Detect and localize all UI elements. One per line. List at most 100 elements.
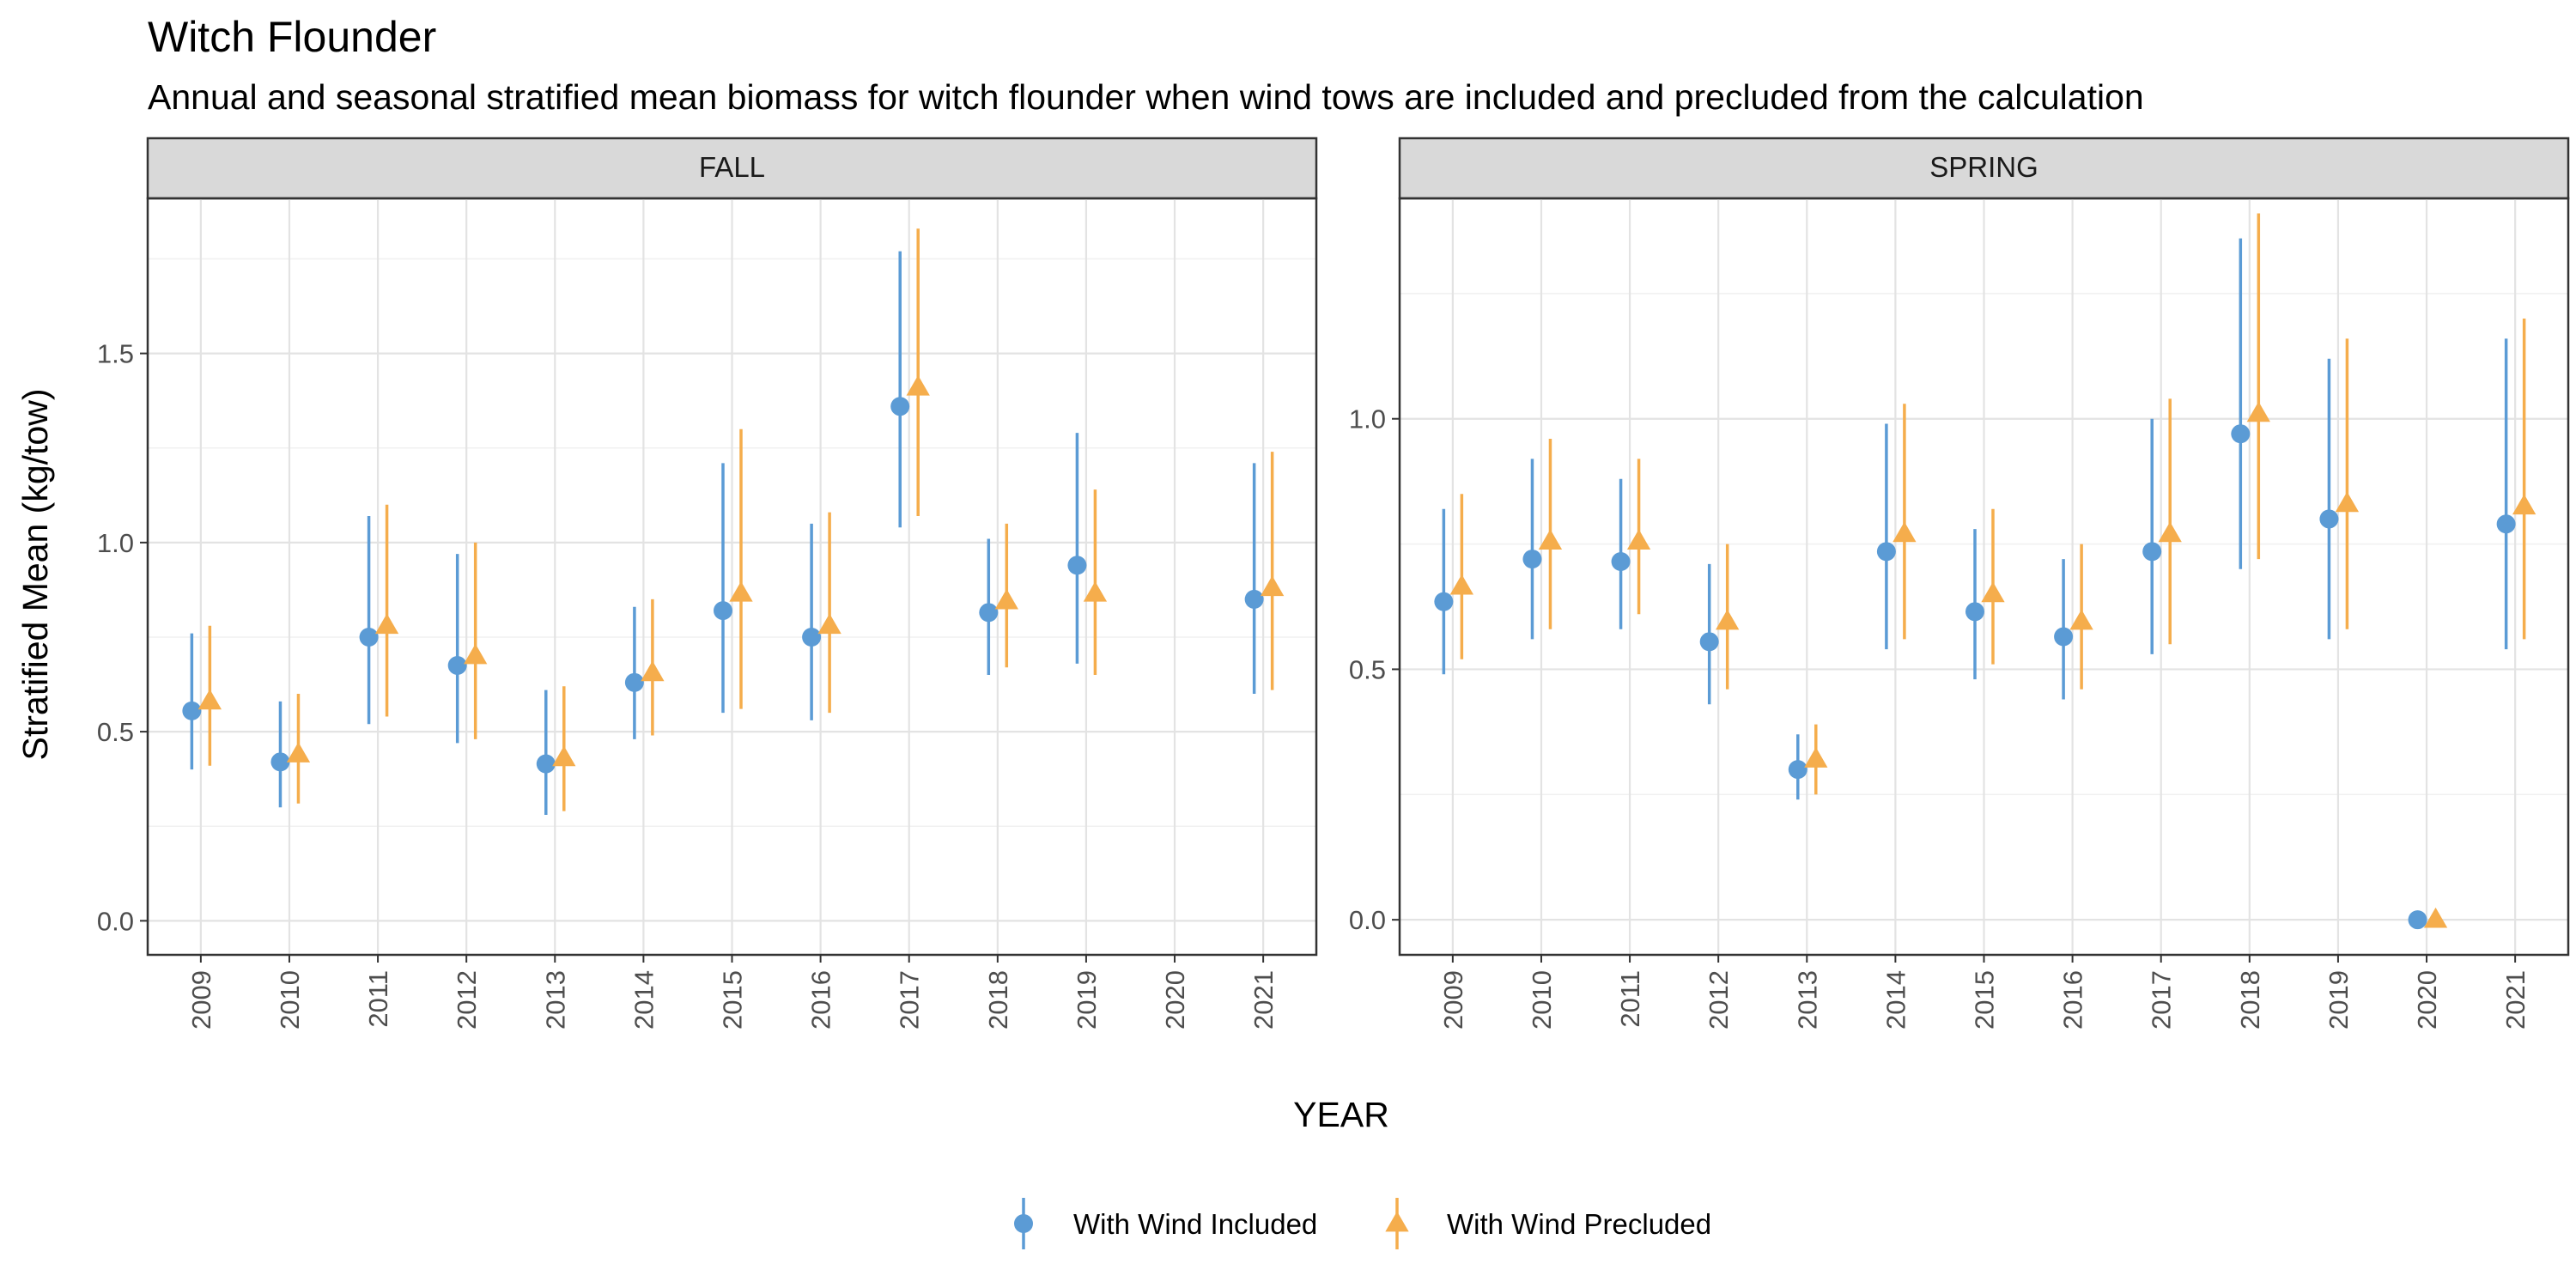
data-point: [1260, 575, 1285, 597]
facet-strip-label: FALL: [699, 151, 765, 183]
x-tick-label: 2017: [2147, 970, 2177, 1030]
data-point: [1893, 521, 1917, 543]
x-tick-label: 2019: [2324, 970, 2354, 1030]
x-tick-label: 2013: [540, 970, 570, 1030]
data-point: [1876, 542, 1896, 562]
facet-strip: [146, 137, 1318, 200]
data-point: [1804, 747, 1828, 768]
x-tick-label: 2009: [186, 970, 216, 1030]
data-point: [2319, 509, 2339, 529]
data-point: [2423, 907, 2448, 928]
data-point: [1449, 574, 1474, 595]
x-tick-label: 2012: [452, 970, 482, 1030]
data-point: [1699, 632, 1719, 652]
data-point: [197, 689, 222, 710]
data-point: [1981, 581, 2005, 603]
y-tick-label: 1.5: [97, 339, 134, 369]
x-tick-label: 2019: [1072, 970, 1102, 1030]
data-point: [2054, 627, 2074, 647]
data-point: [1522, 550, 1542, 569]
y-tick-label: 0.5: [1349, 654, 1386, 684]
data-point: [802, 627, 822, 647]
legend: With Wind Included With Wind Precluded: [1014, 1198, 1711, 1249]
panel-spring: SPRING 0.0 0.5 1.0 2009 2010 2011 2012 2013 2014 2…: [1349, 137, 2570, 1030]
x-tick-label: 2021: [2500, 970, 2530, 1030]
data-point: [1716, 609, 1740, 630]
data-point: [447, 656, 467, 676]
x-tick-label: 2014: [1880, 970, 1911, 1030]
x-tick-label: 2015: [1970, 970, 2000, 1030]
x-tick-label: 2018: [2235, 970, 2265, 1030]
series-with-wind-precluded: [197, 228, 1285, 811]
x-tick-label: 2015: [718, 970, 748, 1030]
data-point: [1626, 529, 1651, 550]
x-tick-label: 2017: [895, 970, 925, 1030]
data-point: [1788, 760, 1807, 780]
legend-item-2: With Wind Precluded: [1385, 1198, 1711, 1249]
data-point: [536, 754, 556, 774]
legend-item-1: With Wind Included: [1014, 1198, 1317, 1249]
x-tick-label: 2021: [1249, 970, 1279, 1030]
data-point: [624, 672, 644, 692]
data-point: [641, 660, 665, 682]
x-tick-label: 2016: [2058, 970, 2088, 1030]
data-point: [464, 643, 488, 665]
legend-label: With Wind Precluded: [1447, 1208, 1711, 1240]
legend-key-marker: [1014, 1214, 1033, 1233]
data-point: [182, 701, 202, 720]
data-point: [1538, 529, 1563, 550]
data-point: [2246, 401, 2270, 422]
y-tick-label: 1.0: [1349, 404, 1386, 434]
chart-title: Witch Flounder: [148, 13, 436, 61]
x-tick-label: 2010: [275, 970, 305, 1030]
y-axis-label: Stratified Mean (kg/tow): [15, 389, 55, 761]
data-point: [1434, 592, 1454, 611]
x-tick-label: 2010: [1527, 970, 1557, 1030]
data-point: [906, 374, 930, 396]
data-point: [359, 627, 379, 647]
x-tick-label: 2011: [1615, 970, 1645, 1028]
data-point: [979, 603, 999, 623]
panel-border: [1398, 197, 2570, 957]
y-tick-label: 0.0: [1349, 905, 1386, 935]
data-point: [2512, 494, 2537, 515]
x-axis-label: YEAR: [1293, 1095, 1389, 1134]
data-point: [714, 601, 732, 621]
legend-label: With Wind Included: [1073, 1208, 1317, 1240]
data-point: [890, 397, 910, 416]
data-point: [1083, 581, 1108, 602]
y-tick-label: 0.5: [97, 717, 134, 747]
series-with-wind-precluded: [1449, 213, 2537, 928]
x-tick-label: 2020: [2412, 970, 2442, 1030]
x-tick-label: 2013: [1792, 970, 1822, 1030]
panel-fall: FALL 0.0 0.5 1.0 1.5 2009 2010 2011 2012 2013 2014…: [97, 137, 1318, 1030]
series-with-wind-included: [182, 251, 1264, 816]
data-point: [994, 588, 1018, 610]
x-tick-label: 2016: [806, 970, 836, 1030]
data-point: [286, 742, 311, 762]
y-tick-label: 0.0: [97, 906, 134, 936]
data-point: [270, 752, 290, 772]
data-point: [2231, 424, 2251, 444]
legend-key-marker: [1385, 1211, 1409, 1232]
facet-panels: FALL 0.0 0.5 1.0 1.5 2009 2010 2011 2012 2013 2014…: [97, 137, 2570, 1030]
data-point: [1965, 602, 1984, 622]
data-point: [2158, 521, 2182, 543]
data-point: [374, 613, 399, 635]
facet-strip-label: SPRING: [1929, 151, 2038, 183]
data-point: [2142, 542, 2162, 562]
data-point: [1611, 551, 1631, 571]
data-point: [2069, 609, 2093, 630]
x-tick-label: 2009: [1438, 970, 1468, 1030]
data-point: [1244, 589, 1264, 609]
data-point: [1067, 556, 1087, 575]
series-with-wind-included: [1434, 238, 2516, 930]
x-tick-label: 2018: [983, 970, 1013, 1030]
x-tick-label: 2020: [1160, 970, 1190, 1030]
x-tick-label: 2012: [1704, 970, 1734, 1030]
data-point: [2408, 910, 2427, 930]
chart-subtitle: Annual and seasonal stratified mean biom…: [148, 77, 2144, 117]
panel-border: [146, 197, 1318, 957]
